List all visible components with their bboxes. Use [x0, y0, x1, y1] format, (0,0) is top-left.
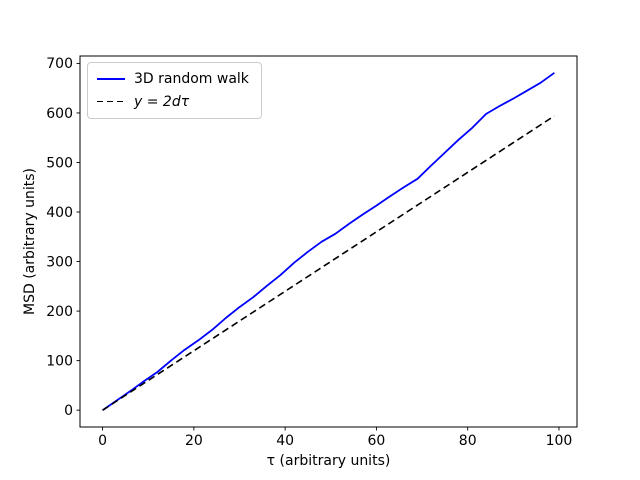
plot-frame [79, 55, 578, 428]
legend-label-theory-line: y = 2dτ [134, 93, 190, 110]
legend-line-sample-dashed [97, 100, 125, 103]
x-tick-label: 0 [98, 433, 107, 449]
y-tick-label: 700 [46, 56, 73, 72]
x-tick-label: 20 [185, 433, 203, 449]
y-tick-label: 100 [46, 353, 73, 369]
x-tick-label: 40 [276, 433, 294, 449]
x-tick-label: 100 [546, 433, 573, 449]
y-tick-label: 0 [64, 403, 73, 419]
x-axis-label: τ (arbitrary units) [267, 453, 391, 469]
legend-label-3d-random-walk: 3D random walk [134, 70, 249, 87]
y-tick-label: 400 [46, 205, 73, 221]
legend-line-sample-solid [97, 77, 125, 80]
y-axis-label: MSD (arbitrary units) [22, 168, 38, 315]
series-line-1 [102, 115, 555, 411]
legend-item-theory-line: y = 2dτ [97, 91, 249, 112]
y-tick-label: 600 [46, 106, 73, 122]
x-tick-label: 60 [368, 433, 386, 449]
x-tick-label: 80 [459, 433, 477, 449]
legend: 3D random walk y = 2dτ [87, 62, 262, 119]
y-tick-label: 300 [46, 254, 73, 270]
y-tick-label: 200 [46, 304, 73, 320]
y-tick-label: 500 [46, 155, 73, 171]
series-line-0 [102, 72, 555, 411]
legend-item-3d-random-walk: 3D random walk [97, 68, 249, 89]
